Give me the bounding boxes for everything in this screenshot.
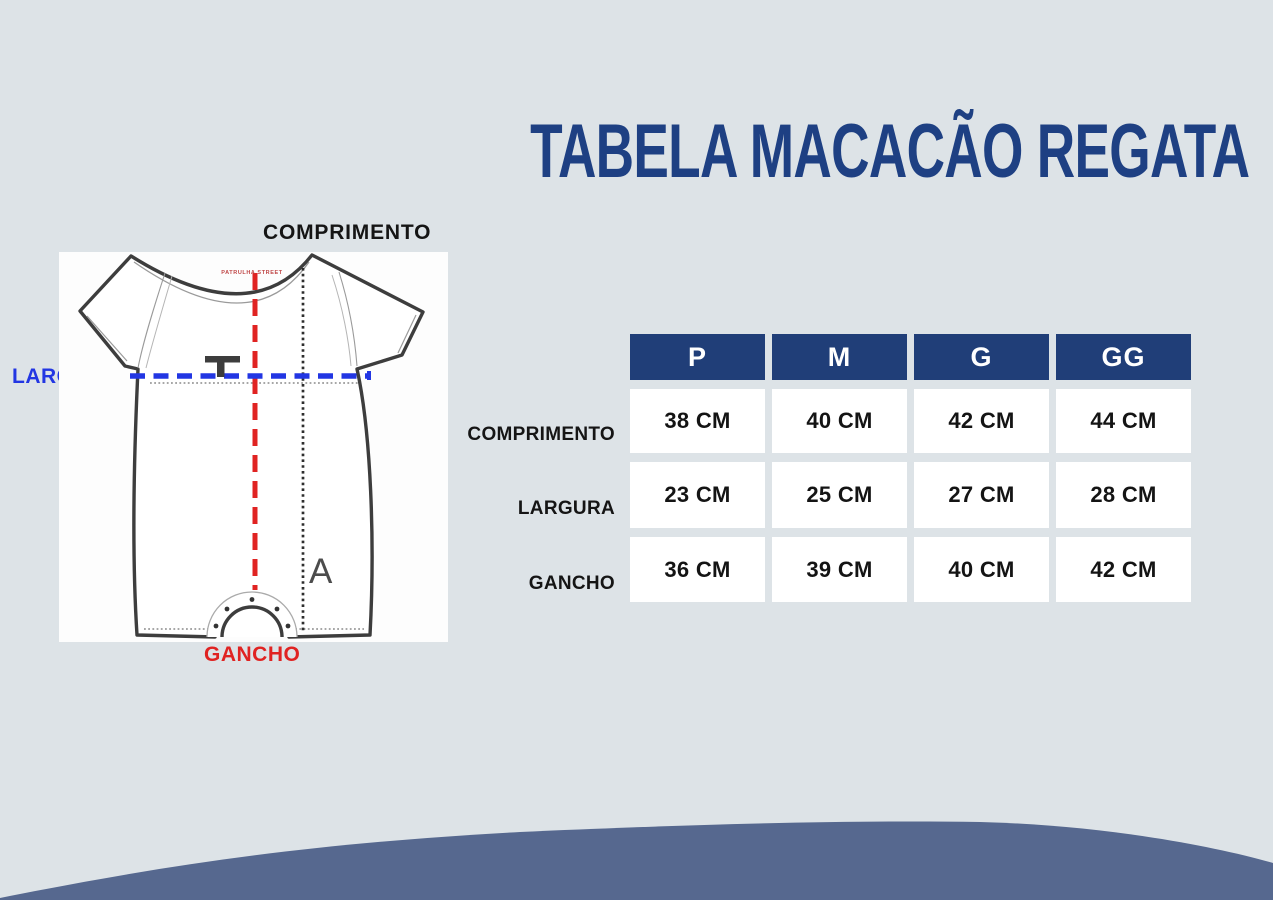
snap-button-dot: [224, 606, 230, 612]
cell-comprimento-p: 38 CM: [630, 389, 765, 453]
cell-comprimento-m: 40 CM: [772, 389, 907, 453]
size-column-header-p: P: [630, 334, 765, 380]
right-shoulder-seam-2: [331, 274, 352, 367]
t-end-stop-marker: [205, 356, 240, 377]
romper-outline: [78, 253, 425, 639]
snap-button-dot: [285, 623, 291, 629]
romper-diagram-card: PATRULHA STREET A: [59, 252, 448, 642]
cell-comprimento-gg: 44 CM: [1056, 389, 1191, 453]
crotch-arch: [220, 605, 284, 638]
row-label-gancho: GANCHO: [528, 572, 615, 594]
left-shoulder-seam-2: [145, 275, 173, 369]
size-column-header-gg: GG: [1056, 334, 1191, 380]
diagram-label-comprimento: COMPRIMENTO: [263, 221, 432, 244]
snap-button-dot: [213, 623, 219, 629]
collar-inner-line: [133, 261, 310, 304]
page-title-text: TABELA MACACÃO REGATA: [530, 108, 1250, 194]
right-cuff-stitch: [397, 314, 417, 354]
size-table: P M G GG COMPRIMENTO 38 CM 40 CM 42 CM 4…: [455, 334, 1191, 602]
cell-largura-p: 23 CM: [630, 462, 765, 528]
cell-gancho-g: 40 CM: [914, 537, 1049, 602]
footer-wave: [0, 821, 1273, 900]
cell-gancho-m: 39 CM: [772, 537, 907, 602]
snap-button-dot: [274, 606, 280, 612]
cell-gancho-gg: 42 CM: [1056, 537, 1191, 602]
size-column-header-g: G: [914, 334, 1049, 380]
cell-gancho-p: 36 CM: [630, 537, 765, 602]
leg-annotation-a: A: [309, 552, 333, 591]
cell-comprimento-g: 42 CM: [914, 389, 1049, 453]
cell-largura-m: 25 CM: [772, 462, 907, 528]
cell-largura-gg: 28 CM: [1056, 462, 1191, 528]
right-shoulder-seam: [338, 271, 358, 367]
size-column-header-m: M: [772, 334, 907, 380]
cell-largura-g: 27 CM: [914, 462, 1049, 528]
left-shoulder-seam: [137, 272, 166, 369]
footer-wave-shape: [0, 821, 1273, 900]
diagram-label-gancho: GANCHO: [204, 643, 301, 666]
snap-button-dot: [249, 597, 255, 602]
collar-label-text: PATRULHA STREET: [221, 270, 282, 276]
table-corner-spacer: [455, 334, 623, 380]
romper-line-drawing: PATRULHA STREET A: [78, 253, 425, 639]
left-cuff-stitch: [86, 315, 128, 362]
row-label-largura: LARGURA: [517, 498, 615, 519]
row-label-comprimento: COMPRIMENTO: [467, 424, 615, 445]
page-title: TABELA MACACÃO REGATA: [530, 109, 1250, 194]
